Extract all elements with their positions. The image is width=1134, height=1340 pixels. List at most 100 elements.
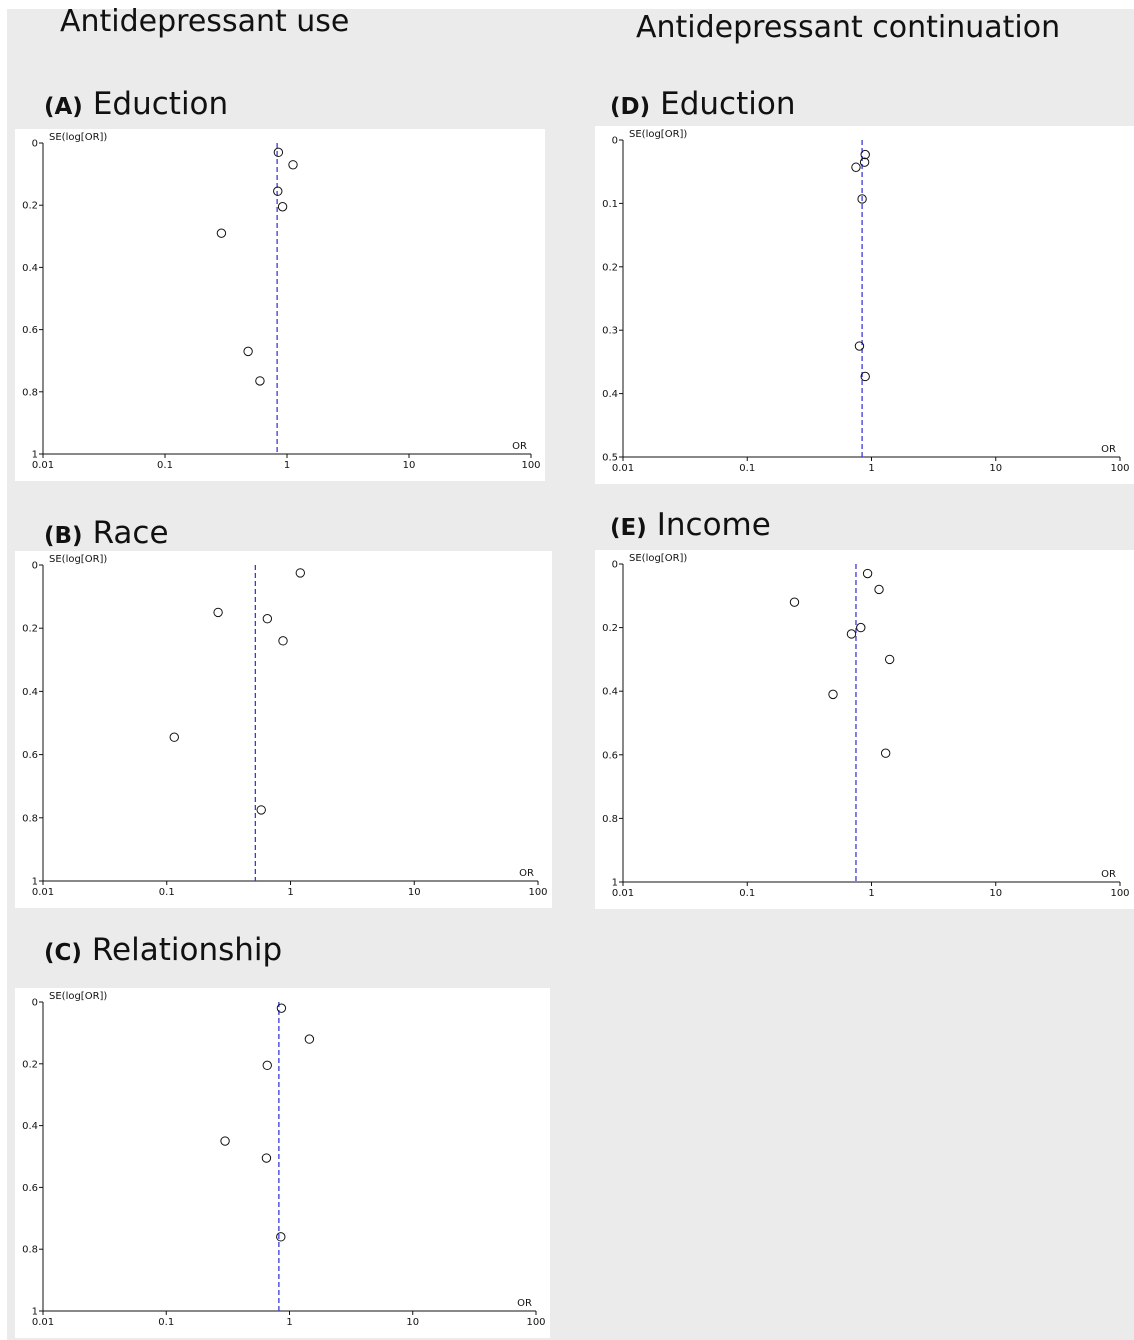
y-tick-label: 0.1 [602,199,618,210]
study-point [262,1060,272,1071]
study-point [278,636,288,646]
x-tick-label: 1 [868,463,874,474]
y-tick-label: 0.2 [22,201,38,212]
study-point [860,371,870,382]
y-axis-label: SE(log[OR]) [49,132,107,143]
y-tick-label: 0.4 [22,687,38,698]
y-tick-label: 1 [612,878,618,889]
y-tick-label: 0.4 [602,389,618,400]
x-tick-label: 10 [408,887,421,898]
y-tick-label: 0.4 [22,1121,38,1132]
y-tick-label: 0.8 [22,1245,38,1256]
study-point [216,228,227,238]
funnel-plot-b: 0 0.2 0.4 0.6 0.8 1 0.01 0.1 1 10 100 SE(log[OR]) OR [15,551,552,908]
y-tick-label: 0.2 [602,623,618,634]
study-point [262,614,273,624]
study-point [884,654,895,665]
x-axis-label: OR [512,441,527,452]
x-axis-label: OR [1101,444,1116,455]
x-tick-label: 0.01 [612,888,634,899]
x-tick-label: 1 [868,888,874,899]
study-point [851,162,861,172]
y-tick-label: 0.2 [602,262,618,273]
x-tick-label: 10 [403,460,416,471]
y-tick-label: 0.8 [22,387,38,398]
study-point [856,622,866,633]
study-point [846,629,857,639]
x-tick-label: 0.1 [739,888,755,899]
study-point [273,147,284,158]
y-tick-label: 0.8 [22,813,38,824]
left-column-title: Antidepressant use [60,4,350,39]
panel-b-name: Race [92,515,169,551]
study-point [213,607,223,618]
study-point [277,202,288,212]
y-tick-label: 1 [32,1307,38,1318]
study-point [276,1003,287,1013]
y-tick-label: 0.2 [22,624,38,635]
x-tick-label: 0.1 [157,460,173,471]
x-axis-label: OR [517,1298,532,1309]
x-tick-label: 10 [406,1317,419,1328]
study-point [273,186,283,196]
y-tick-label: 0.6 [602,750,618,761]
y-tick-label: 0.6 [22,1183,38,1194]
panel-d-title: (D) Eduction [610,86,795,122]
study-point [256,805,266,815]
funnel-plot-a: 0 0.2 0.4 0.6 0.8 1 0.01 0.1 1 10 100 SE(log[OR]) OR [15,129,545,481]
y-axis-label: SE(log[OR]) [629,553,687,564]
funnel-plot-d: 0 0.1 0.2 0.3 0.4 0.5 0.01 0.1 1 10 100 SE(log[OR])… [595,126,1134,484]
x-tick-label: 1 [287,887,293,898]
x-tick-label: 0.1 [159,887,175,898]
study-point [220,1136,230,1146]
study-point [828,689,838,700]
x-tick-label: 0.1 [158,1317,174,1328]
y-axis-label: SE(log[OR]) [49,554,107,565]
x-tick-label: 0.01 [612,463,634,474]
y-tick-label: 0.5 [602,453,618,464]
panel-d-letter: (D) [610,94,651,120]
panel-e-name: Income [656,507,771,543]
x-tick-label: 100 [528,887,547,898]
study-point [276,1232,286,1242]
funnel-plot-svg: 0 0.1 0.2 0.3 0.4 0.50.01 0.1 1 10 100 SE(log[OR])… [602,129,1129,474]
study-point [295,568,305,578]
x-axis-label: OR [1101,869,1116,880]
y-tick-label: 0.8 [602,814,618,825]
x-tick-label: 0.01 [32,1317,54,1328]
study-point [288,160,298,170]
panel-e-letter: (E) [610,515,647,541]
panel-b-title: (B) Race [44,515,169,551]
y-tick-label: 0.2 [22,1059,38,1070]
x-tick-label: 100 [526,1317,545,1328]
y-tick-label: 0 [612,136,618,147]
x-tick-label: 10 [989,888,1002,899]
y-tick-label: 0 [32,139,38,150]
y-tick-label: 0.6 [22,750,38,761]
panel-a-name: Eduction [92,86,229,122]
y-axis-label: SE(log[OR]) [629,129,687,140]
y-axis-label: SE(log[OR]) [49,991,107,1002]
x-tick-label: 100 [521,460,540,471]
y-tick-label: 0 [612,560,618,571]
study-point [789,597,800,607]
study-point [243,346,253,357]
x-tick-label: 0.01 [32,460,54,471]
x-tick-label: 0.01 [32,887,54,898]
study-point [880,748,891,758]
x-tick-label: 100 [1110,888,1129,899]
right-column-title: Antidepressant continuation [636,10,1061,45]
y-tick-label: 0 [32,561,38,572]
study-point [859,157,870,167]
panel-d-name: Eduction [660,86,796,122]
panel-b-letter: (B) [44,523,83,549]
x-tick-label: 1 [284,460,290,471]
study-point [857,194,867,204]
panel-c-title: (C) Relationship [44,932,282,968]
y-tick-label: 0.3 [602,326,618,337]
y-tick-label: 0 [32,998,38,1009]
y-tick-label: 0.4 [22,263,38,274]
